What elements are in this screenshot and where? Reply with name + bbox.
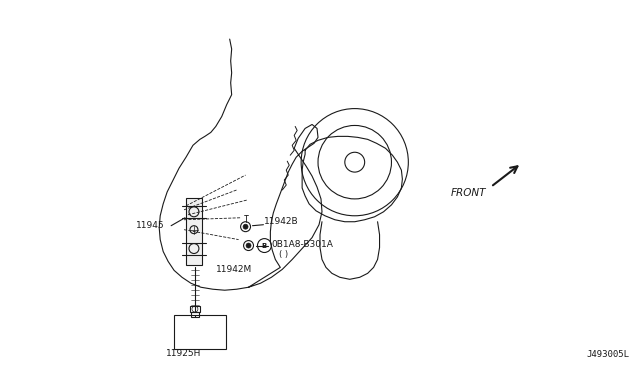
Bar: [191, 312, 199, 317]
Text: 11925H: 11925H: [166, 349, 202, 358]
Circle shape: [246, 243, 251, 248]
Text: 11942B: 11942B: [264, 217, 299, 226]
Text: J493005L: J493005L: [587, 350, 630, 359]
Text: FRONT: FRONT: [451, 188, 486, 198]
Text: 11945: 11945: [136, 221, 165, 230]
Text: ( ): ( ): [279, 250, 289, 259]
Text: 0B1A8-B301A: 0B1A8-B301A: [271, 240, 333, 249]
Text: 11942M: 11942M: [216, 265, 252, 274]
Circle shape: [243, 224, 248, 229]
Bar: [186, 198, 202, 265]
Bar: [174, 315, 226, 349]
Text: B: B: [262, 243, 267, 248]
Bar: [190, 306, 200, 312]
